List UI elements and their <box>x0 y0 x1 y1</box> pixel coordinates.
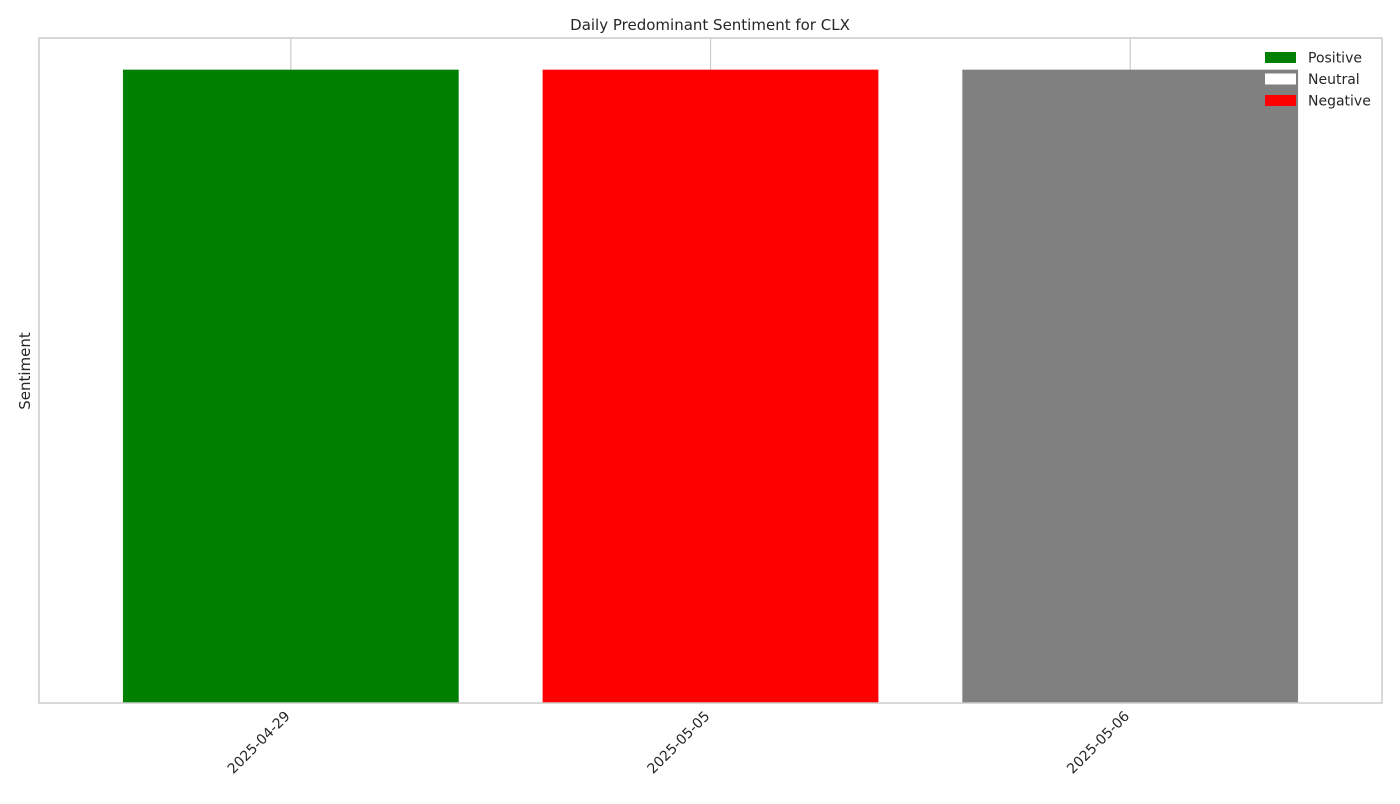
bar-negative <box>542 69 879 703</box>
bar-positive <box>122 69 459 703</box>
plot-area-frame <box>38 37 1383 704</box>
legend-swatch-neutral <box>1265 73 1296 85</box>
x-tick-labels: 2025-04-29 2025-05-05 2025-05-06 <box>225 708 1133 777</box>
y-axis-label: Sentiment <box>16 332 34 410</box>
legend-label-negative: Negative <box>1308 94 1371 110</box>
chart-title: Daily Predominant Sentiment for CLX <box>570 16 850 34</box>
legend-label-neutral: Neutral <box>1308 72 1360 88</box>
legend-label-positive: Positive <box>1308 51 1362 67</box>
bars <box>122 69 1299 703</box>
x-tick-label: 2025-04-29 <box>225 709 294 778</box>
legend-swatch-positive <box>1265 52 1296 63</box>
bar-neutral <box>962 69 1299 703</box>
x-tick-label: 2025-05-05 <box>644 709 713 778</box>
legend-swatch-negative <box>1265 95 1296 106</box>
legend: Positive Neutral Negative <box>1265 51 1371 110</box>
x-tick-label: 2025-05-06 <box>1064 708 1133 777</box>
